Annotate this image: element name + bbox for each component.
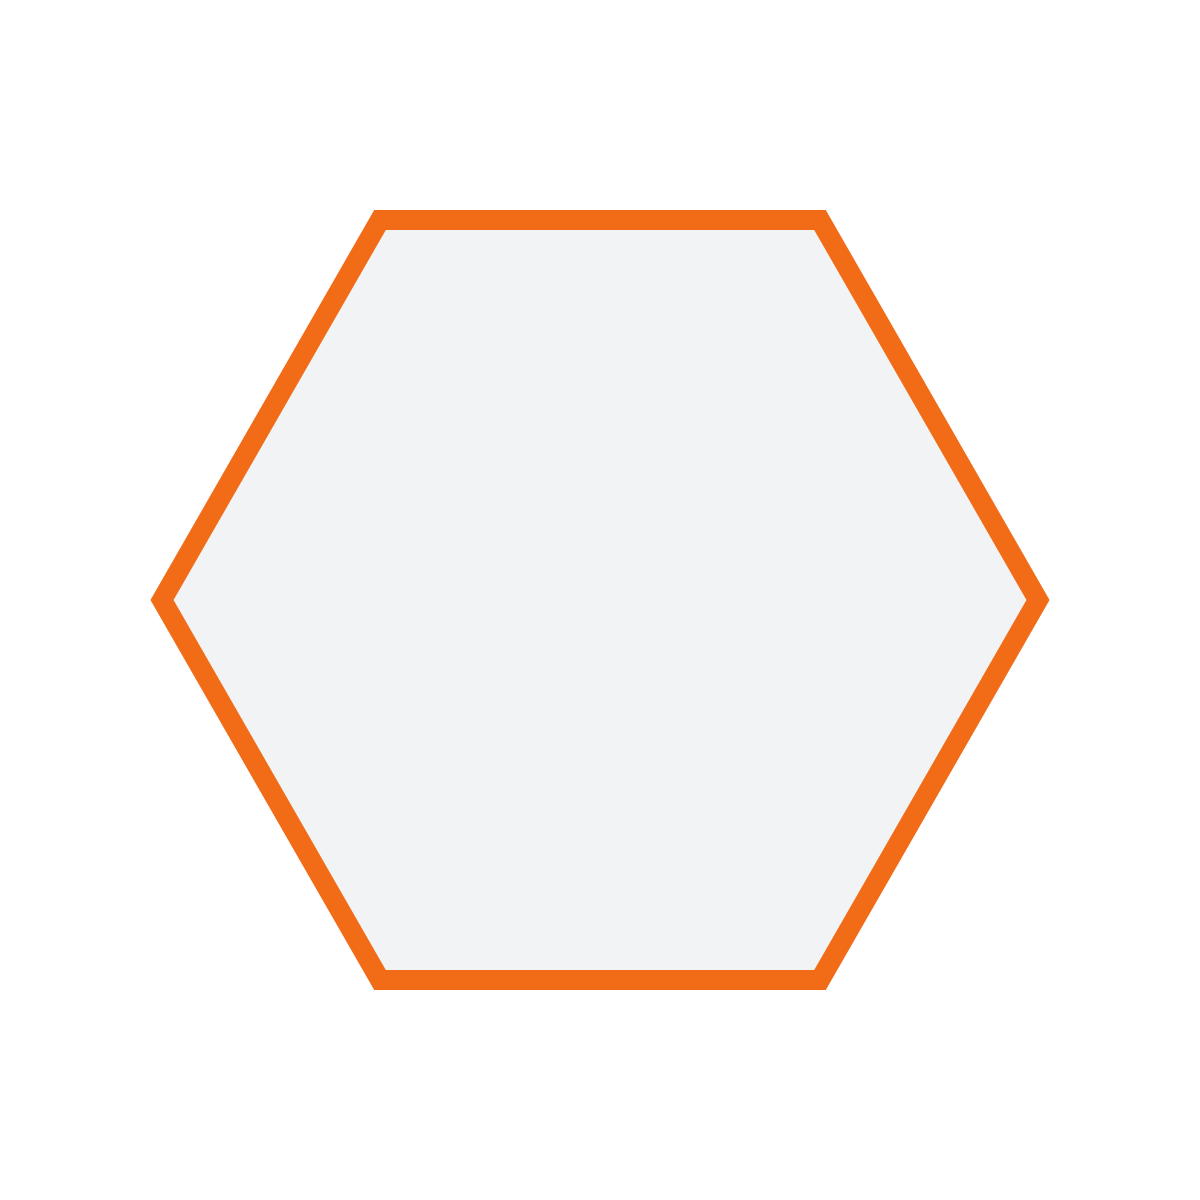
hexagon-shape xyxy=(150,210,1050,990)
